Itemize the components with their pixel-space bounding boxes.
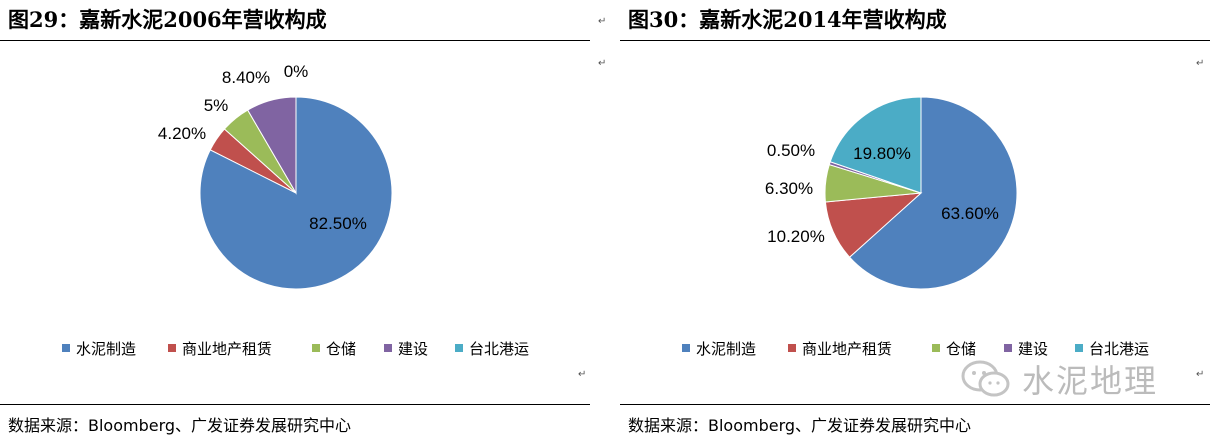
paragraph-mark-icon: ↵ bbox=[1196, 58, 1205, 69]
legend-label: 仓储 bbox=[326, 340, 356, 358]
legend-swatch bbox=[932, 344, 940, 352]
title-rule bbox=[620, 40, 1210, 41]
data-label: 63.60% bbox=[941, 204, 999, 223]
data-label: 5% bbox=[204, 96, 229, 115]
data-label: 82.50% bbox=[309, 214, 367, 233]
figure-29-panel: 图29：嘉新水泥2006年营收构成 82.50% 4.20% 5% 8.40% 0% 水泥… bbox=[0, 0, 590, 445]
figure-30-title: 图30：嘉新水泥2014年营收构成 bbox=[628, 7, 947, 32]
paragraph-mark-icon: ↵ bbox=[598, 58, 607, 69]
data-label: 4.20% bbox=[158, 124, 206, 143]
figure-30-source: 数据来源：Bloomberg、广发证券发展研究中心 bbox=[628, 416, 972, 435]
legend-label: 台北港运 bbox=[469, 340, 529, 358]
paragraph-mark-icon: ↵ bbox=[598, 16, 607, 27]
figure-30-panel: 图30：嘉新水泥2014年营收构成 63.60% 10.20% 6.30% 0.50%… bbox=[620, 0, 1210, 445]
data-label: 0% bbox=[284, 62, 309, 81]
data-label: 10.20% bbox=[767, 227, 825, 246]
pie-slices bbox=[199, 96, 393, 290]
legend-label: 商业地产租赁 bbox=[182, 340, 272, 358]
legend-swatch bbox=[62, 344, 70, 352]
watermark-text: 水泥地理 bbox=[1022, 362, 1159, 400]
data-label: 19.80% bbox=[853, 144, 911, 163]
pie-slices bbox=[824, 96, 1018, 290]
legend-swatch bbox=[1075, 344, 1083, 352]
legend-label: 仓储 bbox=[946, 340, 976, 358]
legend-label: 水泥制造 bbox=[696, 340, 756, 358]
source-rule bbox=[620, 404, 1210, 405]
figure-29-source: 数据来源：Bloomberg、广发证券发展研究中心 bbox=[8, 416, 352, 435]
legend-label: 商业地产租赁 bbox=[802, 340, 892, 358]
legend-label: 水泥制造 bbox=[76, 340, 136, 358]
pie-slice-1 bbox=[848, 96, 1018, 290]
legend-swatch bbox=[168, 344, 176, 352]
legend-swatch bbox=[455, 344, 463, 352]
legend-swatch bbox=[312, 344, 320, 352]
pie-chart-2014: 63.60% 10.20% 6.30% 0.50% 19.80% 水泥制造 商业地产租赁 仓储… bbox=[682, 96, 1149, 358]
legend: 水泥制造 商业地产租赁 仓储 建设 台北港运 bbox=[62, 340, 529, 358]
figure-29-title: 图29：嘉新水泥2006年营收构成 bbox=[8, 7, 327, 32]
legend-label: 建设 bbox=[1018, 340, 1048, 358]
legend-swatch bbox=[1004, 344, 1012, 352]
legend: 水泥制造 商业地产租赁 仓储 建设 台北港运 bbox=[682, 340, 1149, 358]
pie-slice-5 bbox=[829, 96, 922, 194]
legend-label: 建设 bbox=[398, 340, 428, 358]
legend-swatch bbox=[682, 344, 690, 352]
source-rule bbox=[0, 404, 590, 405]
paragraph-mark-icon: ↵ bbox=[1196, 369, 1205, 380]
legend-swatch bbox=[384, 344, 392, 352]
title-rule bbox=[0, 40, 590, 41]
data-label: 8.40% bbox=[222, 68, 270, 87]
watermark: 水泥地理 bbox=[960, 356, 1180, 402]
pie-chart-2006: 82.50% 4.20% 5% 8.40% 0% 水泥制造 商业地产租赁 仓储 建设 台北港运 bbox=[62, 62, 529, 358]
data-label: 0.50% bbox=[767, 141, 815, 160]
paragraph-mark-icon: ↵ bbox=[578, 369, 587, 380]
legend-swatch bbox=[788, 344, 796, 352]
wechat-logo-icon bbox=[961, 360, 1010, 397]
data-label: 6.30% bbox=[765, 179, 813, 198]
legend-label: 台北港运 bbox=[1089, 340, 1149, 358]
